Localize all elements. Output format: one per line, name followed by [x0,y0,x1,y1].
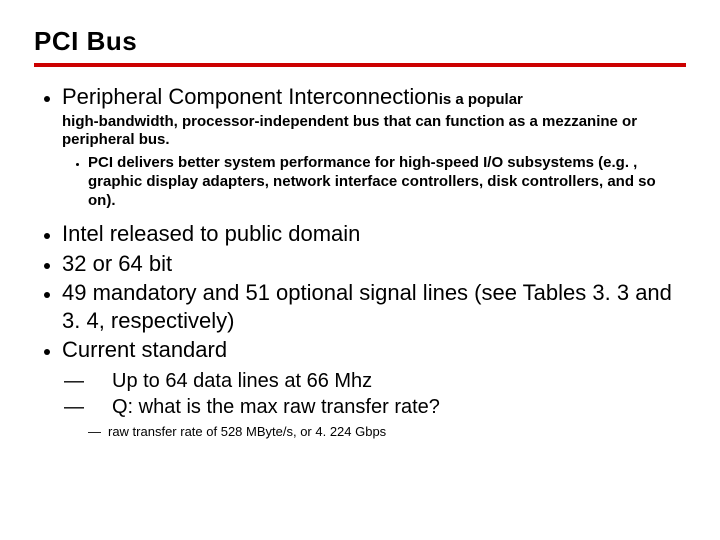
dash-text: raw transfer rate of 528 MByte/s, or 4. … [108,424,386,439]
bullet-bit-width: 32 or 64 bit [62,250,686,278]
bullet-current-standard-label: Current standard [62,337,227,362]
bullet-list: Peripheral Component Interconnectionis a… [34,83,686,441]
sub-bullet-list: PCI delivers better system performance f… [62,154,686,210]
dash-data-lines: —Up to 64 data lines at 66 Mhz [88,368,686,394]
dash-question: —Q: what is the max raw transfer rate? [88,394,686,420]
dash-text: Up to 64 data lines at 66 Mhz [112,370,372,392]
bullet-pci-definition: Peripheral Component Interconnectionis a… [62,83,686,210]
em-dash-icon: — [88,368,112,394]
dash-text: Q: what is the max raw transfer rate? [112,396,440,418]
bullet-signal-lines: 49 mandatory and 51 optional signal line… [62,279,686,334]
sub-bullet-performance: PCI delivers better system performance f… [88,154,686,210]
dash-list-small: —raw transfer rate of 528 MByte/s, or 4.… [62,424,686,441]
dash-transfer-rate: —raw transfer rate of 528 MByte/s, or 4.… [88,424,686,441]
em-dash-icon: — [88,394,112,420]
slide: PCI Bus Peripheral Component Interconnec… [0,0,720,540]
bullet-intel-release: Intel released to public domain [62,220,686,248]
em-dash-icon: — [88,424,108,441]
bullet-runon: is a popular [439,91,523,108]
bullet-desc: high-bandwidth, processor-independent bu… [62,113,686,151]
dash-list: —Up to 64 data lines at 66 Mhz —Q: what … [62,368,686,420]
bullet-current-standard: Current standard —Up to 64 data lines at… [62,336,686,440]
bullet-lead: Peripheral Component Interconnection [62,84,439,109]
title-underline [34,63,686,67]
slide-title: PCI Bus [34,26,686,57]
